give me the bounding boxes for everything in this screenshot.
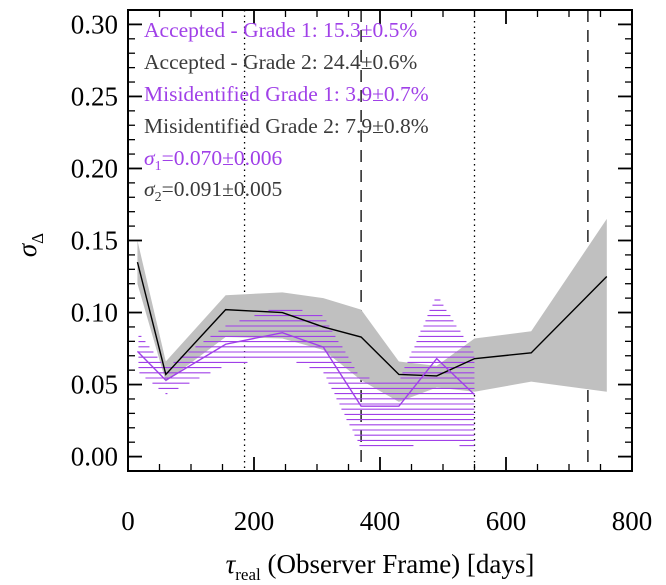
series-line-2 [136,331,475,407]
legend-entry-3: Misidentified Grade 1: 3.9±0.7% [144,82,429,106]
legend: Accepted - Grade 1: 15.3±0.5% Accepted - … [144,18,429,205]
x-tick-label: 800 [612,506,653,536]
legend-entry-1: Accepted - Grade 1: 15.3±0.5% [144,18,417,42]
plot-frame [127,9,633,472]
y-tick-label: 0.20 [71,153,118,183]
y-tick-label: 0.25 [71,81,118,111]
legend-entry-4: Misidentified Grade 2: 7.9±0.8% [144,114,429,138]
error-bands [137,218,607,447]
y-tick-label: 0.05 [71,370,118,400]
series-line-1 [136,261,608,377]
error-band-series-1 [137,218,607,402]
x-axis-title: τreal (Observer Frame) [days] [226,549,535,584]
error-band-hatched-series-2 [138,299,475,447]
y-tick-label: 0.30 [71,9,118,39]
x-tick-label: 200 [234,506,275,536]
tick-labels: 0 200 400 600 800 0.00 0.05 0.10 0.15 0.20 0.25 0.3… [71,9,653,536]
y-tick-label: 0.00 [71,442,118,472]
x-tick-label: 600 [486,506,527,536]
x-tick-label: 0 [121,506,135,536]
y-tick-label: 0.15 [71,226,118,256]
x-tick-label: 400 [360,506,401,536]
legend-entry-6: σ2=0.091±0.005 [144,177,282,205]
y-axis-title: σΔ [12,233,47,257]
legend-entry-5: σ1=0.070±0.006 [144,146,283,174]
plot-frame-rect [127,9,633,472]
legend-entry-2: Accepted - Grade 2: 24.4±0.6% [144,50,417,74]
y-tick-label: 0.10 [71,298,118,328]
series-lines [136,261,608,407]
vertical-reference-lines [243,10,589,471]
